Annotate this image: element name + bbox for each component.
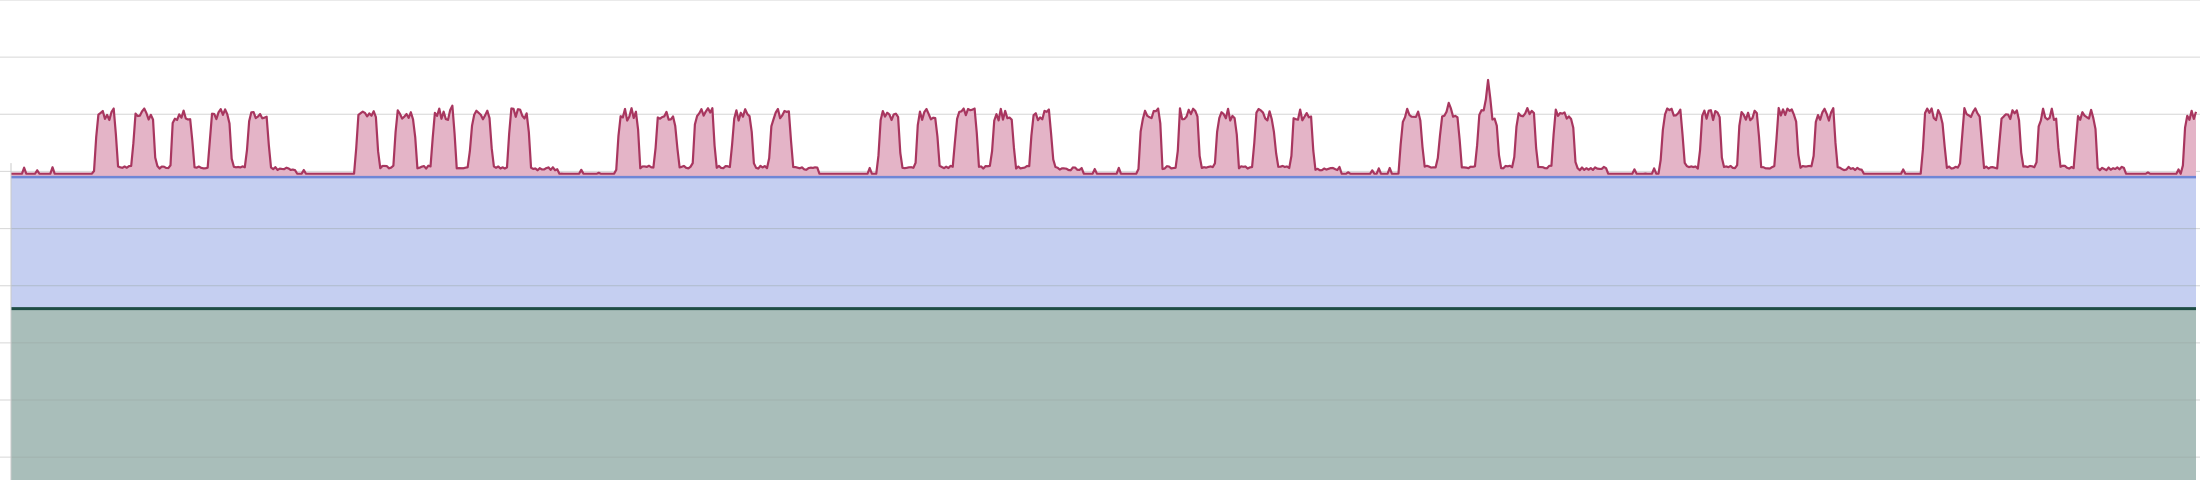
series-blue-area [11,177,2196,309]
series-pink-line [11,78,2198,175]
series-pink-area [11,80,2196,178]
series-teal-area [11,308,2196,480]
